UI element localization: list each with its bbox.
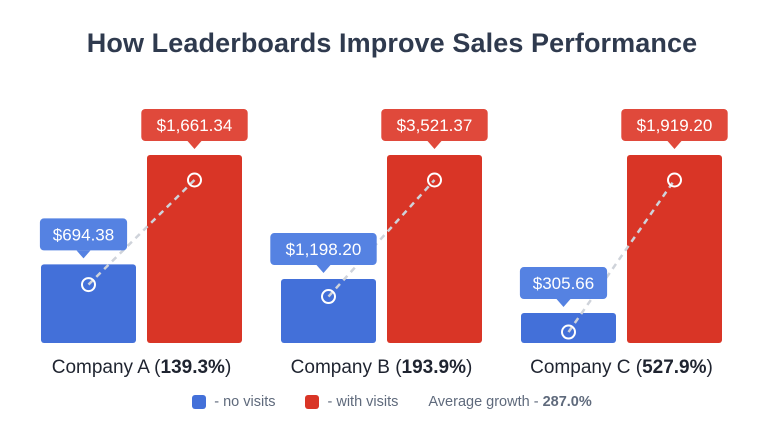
tooltip-with-visits-company-b-box: [381, 109, 488, 141]
legend-swatch-with-visits: [305, 395, 320, 409]
connector-line-company-a: [87, 179, 196, 286]
tooltip-no-visits-company-a-pointer: [76, 250, 91, 259]
tooltip-with-visits-company-c-box: [621, 109, 728, 141]
point-no-visits-company-b: [321, 289, 336, 305]
tooltip-no-visits-company-a-label: $694.38: [53, 225, 114, 244]
connector-line-company-b: [327, 179, 436, 298]
tooltip-with-visits-company-c-pointer: [667, 141, 682, 149]
average-growth: Average growth - 287.0%: [428, 394, 591, 410]
tooltip-no-visits-company-c-label: $305.66: [533, 274, 594, 293]
legend-item-no-visits: - no visits: [192, 394, 275, 410]
legend-label-no-visits: - no visits: [214, 394, 276, 410]
legend: - no visits - with visits Average growth…: [0, 394, 784, 410]
tooltip-with-visits-company-a-pointer: [187, 141, 202, 149]
tooltip-with-visits-company-b-label: $3,521.37: [397, 116, 473, 135]
tooltip-with-visits-company-c-label: $1,919.20: [637, 116, 713, 135]
bar-no-visits-company-b: [281, 279, 376, 343]
tooltip-no-visits-company-b-label: $1,198.20: [286, 240, 362, 259]
legend-label-with-visits: - with visits: [327, 394, 399, 410]
tooltip-no-visits-company-b-box: [270, 233, 377, 266]
point-with-visits-company-a: [187, 172, 202, 188]
point-with-visits-company-b: [427, 172, 442, 188]
bar-with-visits-company-c: [627, 155, 722, 343]
bar-no-visits-company-a: [41, 264, 136, 343]
category-label-company-c: Company C (527.9%): [530, 357, 713, 378]
category-label-company-b: Company B (193.9%): [291, 357, 473, 378]
tooltip-no-visits-company-b-pointer: [316, 265, 331, 274]
tooltip-no-visits-company-c-box: [519, 267, 608, 300]
legend-swatch-no-visits: [192, 395, 207, 409]
category-label-company-a: Company A (139.3%): [52, 357, 232, 378]
legend-item-with-visits: - with visits: [305, 394, 398, 410]
bar-no-visits-company-c: [521, 313, 616, 343]
connector-line-company-c: [567, 179, 676, 333]
average-growth-value: 287.0%: [542, 394, 592, 410]
point-with-visits-company-c: [667, 172, 682, 188]
point-no-visits-company-a: [81, 277, 96, 293]
point-no-visits-company-c: [561, 324, 576, 340]
chart-title: How Leaderboards Improve Sales Performan…: [86, 28, 698, 58]
bar-chart: $694.38 $1,661.34 Company A (139.3%) $1,198…: [39, 109, 728, 378]
tooltip-with-visits-company-b-pointer: [427, 141, 442, 149]
tooltip-with-visits-company-a-box: [141, 109, 248, 141]
average-growth-label: Average growth -: [428, 394, 539, 410]
tooltip-no-visits-company-c-pointer: [556, 299, 571, 308]
bar-with-visits-company-b: [387, 155, 482, 343]
bar-with-visits-company-a: [147, 155, 242, 343]
tooltip-no-visits-company-a-box: [39, 218, 128, 251]
tooltip-with-visits-company-a-label: $1,661.34: [157, 116, 233, 135]
